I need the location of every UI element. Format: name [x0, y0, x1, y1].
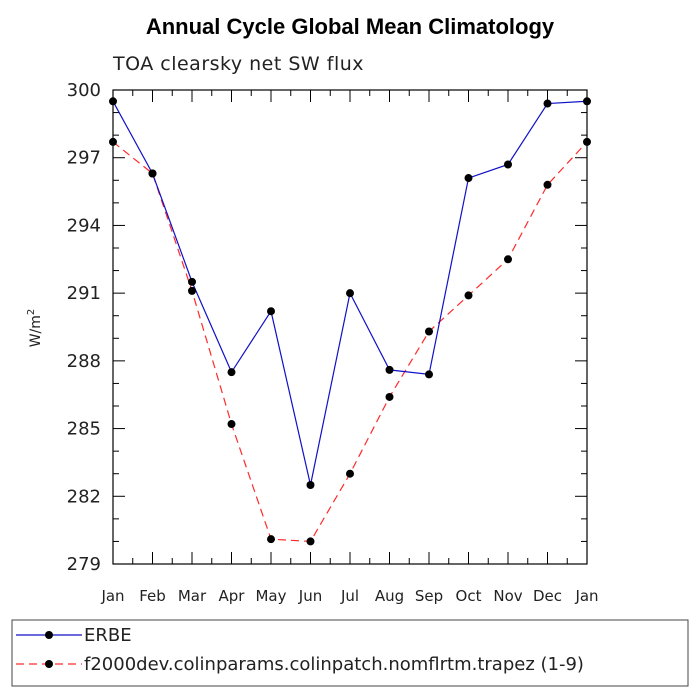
y-axis-label-superscript: 2: [26, 309, 37, 315]
x-tick-label: May: [255, 587, 286, 605]
x-tick-label: Jan: [574, 587, 598, 605]
legend-marker: [45, 631, 53, 639]
x-tick-label: Nov: [493, 587, 522, 605]
data-point: [267, 307, 275, 316]
legend: ERBE f2000dev.colinparams.colinpatch.nomf…: [16, 625, 584, 675]
x-tick-label: Feb: [139, 587, 166, 605]
data-point: [188, 286, 196, 295]
y-tick-label: 285: [67, 419, 101, 440]
y-tick-label: 288: [67, 351, 101, 372]
y-tick-label: 291: [67, 283, 101, 304]
legend-box: [11, 619, 689, 687]
x-tick-label: Aug: [375, 587, 404, 605]
x-tick-label: Sep: [415, 587, 443, 605]
axis-ticks: [112, 89, 588, 565]
y-tick-label: 279: [67, 554, 101, 575]
data-point: [306, 537, 315, 546]
data-point: [543, 99, 552, 108]
data-point: [306, 481, 315, 489]
x-tick-labels: Jan Feb Mar Apr May Jun Jul Aug Sep Oct Nov Dec Jan: [100, 587, 598, 605]
data-point: [346, 469, 354, 478]
data-point: [346, 289, 354, 298]
data-point: [504, 255, 512, 264]
legend-label: ERBE: [84, 625, 132, 646]
y-tick-label: 300: [67, 80, 101, 101]
data-point: [543, 180, 552, 189]
data-point: [464, 174, 473, 183]
x-tick-label: Dec: [533, 587, 562, 605]
series-line-1: [112, 141, 588, 543]
data-point: [464, 291, 473, 300]
data-point: [188, 277, 196, 286]
data-point: [425, 327, 433, 336]
data-point: [227, 420, 236, 429]
data-point: [504, 160, 512, 169]
x-tick-label: Jan: [100, 587, 124, 605]
y-tick-labels: 279 282 285 288 291 294 297 300: [67, 80, 101, 575]
legend-marker: [45, 660, 53, 668]
data-point: [227, 368, 236, 377]
chart-title: Annual Cycle Global Mean Climatology: [146, 14, 555, 39]
x-tick-label: Apr: [219, 587, 246, 605]
y-axis-label-text: W/m: [28, 315, 44, 347]
plot-frame: [112, 89, 588, 565]
data-point: [148, 169, 157, 178]
data-point: [425, 370, 433, 379]
chart-subtitle: TOA clearsky net SW flux: [112, 53, 364, 75]
series-layer: [109, 97, 591, 546]
x-tick-label: Jun: [298, 587, 322, 605]
y-tick-label: 282: [67, 486, 101, 507]
y-tick-label: 297: [67, 148, 101, 169]
data-point: [385, 365, 394, 374]
x-tick-label: Jul: [340, 587, 359, 605]
data-point: [267, 535, 275, 544]
x-tick-label: Mar: [178, 587, 207, 605]
y-axis-label: W/m2: [26, 309, 44, 348]
legend-label: f2000dev.colinparams.colinpatch.nomflrtm…: [84, 654, 584, 675]
x-tick-label: Oct: [456, 587, 482, 605]
data-point: [385, 392, 394, 401]
y-tick-label: 294: [67, 215, 101, 236]
